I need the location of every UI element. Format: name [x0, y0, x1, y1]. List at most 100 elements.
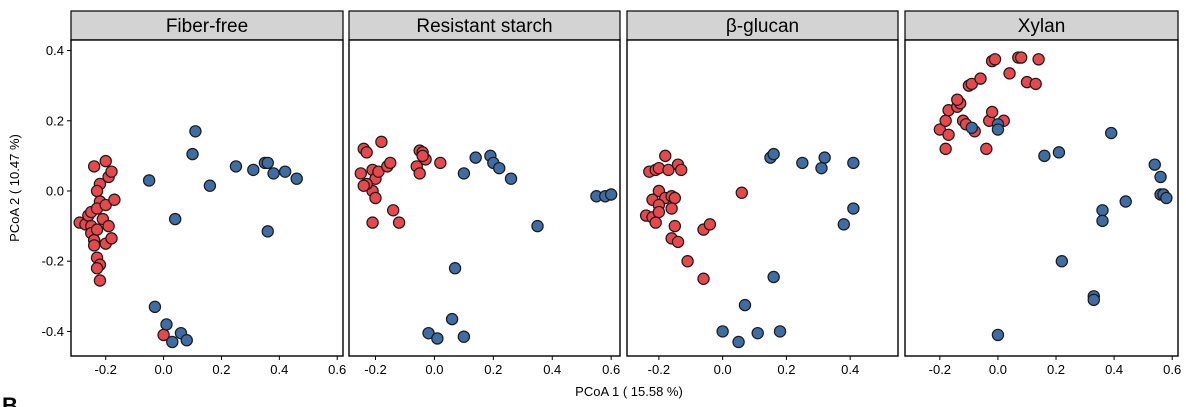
plot-area — [904, 39, 1179, 357]
blue-point — [1087, 293, 1100, 307]
red-point — [108, 193, 121, 206]
blue-point — [767, 270, 780, 284]
blue-point — [493, 161, 506, 175]
blue-point — [847, 156, 860, 170]
blue-point — [751, 326, 764, 340]
red-point — [697, 272, 710, 285]
facet-strip-title: β-glucan — [726, 16, 799, 37]
blue-point — [290, 172, 303, 185]
red-point — [1014, 51, 1028, 64]
x-tick-label: 0.4 — [841, 362, 859, 377]
facet-strip — [348, 10, 621, 41]
x-tick-label: 0.0 — [155, 362, 173, 377]
x-tick-label: 0.4 — [543, 362, 561, 377]
x-tick-label: 0.4 — [270, 362, 288, 377]
red-point — [354, 167, 367, 180]
blue-point — [448, 262, 462, 275]
red-point — [662, 163, 675, 177]
red-point — [671, 235, 685, 249]
blue-point — [261, 156, 274, 170]
facet-panel-3: β-glucan -0.2 0.0 0.2 0.4 — [626, 10, 899, 377]
facet-strip — [904, 10, 1179, 41]
y-tick-label: 0.4 — [46, 43, 64, 58]
red-point — [735, 186, 748, 199]
red-point — [434, 156, 447, 170]
red-point — [392, 216, 406, 229]
red-point — [668, 219, 682, 233]
facet-panels: Fiber-free -0.2 0.0 0.2 0.4 0.6 0.4 0.2 0.0 -0.2 -… — [42, 10, 1181, 377]
facet-panel-1: Fiber-free -0.2 0.0 0.2 0.4 0.6 0.4 0.2 0.0 -0.2 -… — [42, 10, 346, 377]
blue-point — [457, 330, 471, 343]
blue-point — [991, 328, 1005, 342]
blue-point — [815, 161, 828, 175]
red-point — [369, 191, 382, 205]
red-point — [90, 262, 104, 275]
blue-point — [1105, 126, 1118, 140]
x-tick-label: 0.6 — [602, 362, 620, 377]
x-tick-label: 0.2 — [777, 362, 795, 377]
y-tick-label: 0.2 — [46, 113, 64, 128]
x-tick-label: -0.2 — [929, 362, 951, 377]
blue-point — [469, 151, 482, 164]
red-point — [668, 191, 682, 205]
blue-point — [160, 318, 173, 331]
blue-point — [847, 202, 860, 215]
blue-point — [203, 179, 217, 192]
x-tick-label: 0.2 — [1047, 362, 1065, 377]
red-point — [366, 216, 379, 229]
blue-point — [261, 225, 274, 238]
blue-point — [247, 163, 260, 177]
red-point — [675, 163, 688, 177]
x-tick-label: 0.4 — [1105, 362, 1123, 377]
red-point — [105, 165, 118, 178]
blue-point — [716, 325, 729, 338]
x-tick-label: 0.0 — [714, 362, 732, 377]
blue-point — [267, 167, 280, 180]
corner-panel-letter: B — [2, 393, 18, 407]
blue-point — [991, 123, 1005, 136]
red-point — [87, 160, 101, 173]
x-tick-label: -0.2 — [95, 362, 117, 377]
blue-point — [818, 151, 831, 164]
blue-point — [732, 335, 745, 349]
y-tick-label: -0.4 — [42, 324, 64, 339]
facet-panel-2: Resistant starch -0.2 0.0 0.2 0.4 0.6 — [348, 10, 621, 377]
y-tick-label: -0.2 — [42, 254, 64, 269]
blue-point — [1096, 214, 1109, 228]
y-axis-title: PCoA 2 ( 10.47 %) — [7, 134, 22, 242]
red-point — [942, 128, 955, 141]
blue-point — [142, 174, 156, 187]
red-point — [360, 146, 373, 159]
red-point — [93, 274, 107, 287]
red-point — [413, 167, 426, 180]
blue-point — [1038, 149, 1051, 163]
y-tick-label: 0.0 — [46, 183, 64, 198]
blue-point — [278, 165, 292, 178]
x-axis-title: PCoA 1 ( 15.58 %) — [575, 384, 683, 399]
red-point — [386, 204, 400, 217]
red-point — [652, 205, 666, 219]
blue-point — [168, 212, 182, 226]
red-point — [1003, 67, 1016, 80]
red-point — [90, 184, 104, 198]
facet-strip-title: Xylan — [1018, 16, 1066, 37]
red-point — [102, 219, 115, 233]
blue-point — [773, 325, 787, 338]
blue-point — [504, 172, 518, 185]
blue-point — [1148, 158, 1161, 171]
red-point — [87, 239, 101, 252]
plot-area — [348, 39, 621, 357]
blue-point — [431, 332, 444, 345]
red-point — [375, 135, 388, 149]
blue-point — [1052, 146, 1066, 159]
blue-point — [965, 121, 978, 134]
red-point — [980, 142, 993, 156]
blue-point — [1154, 170, 1167, 184]
red-point — [681, 255, 694, 268]
facet-strip — [70, 10, 344, 41]
blue-point — [166, 335, 179, 349]
red-point — [703, 218, 717, 231]
red-point — [985, 105, 999, 119]
x-tick-label: 0.0 — [989, 362, 1007, 377]
